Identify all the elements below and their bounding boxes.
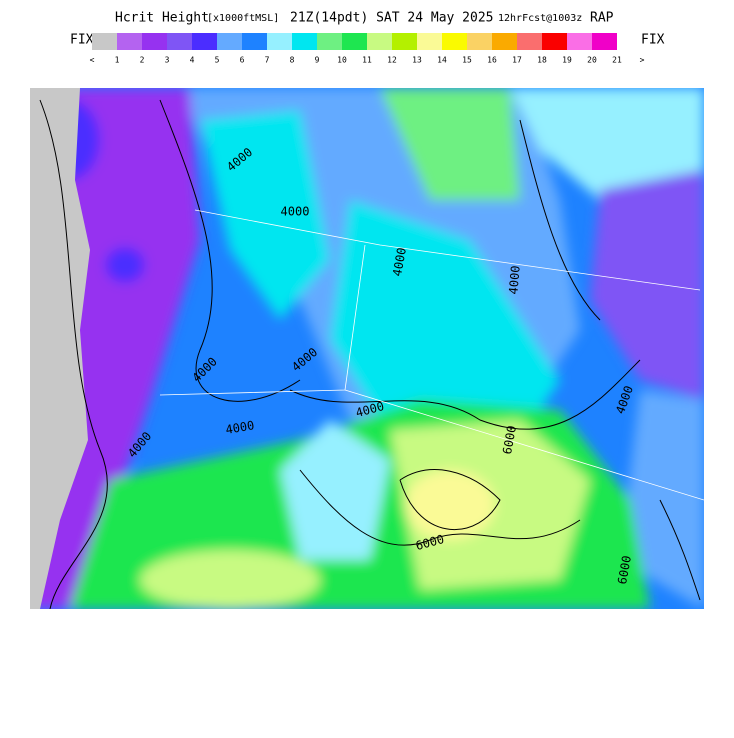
legend-label: 16 — [487, 56, 497, 65]
legend-swatch — [392, 33, 417, 50]
legend-label: 12 — [387, 56, 397, 65]
legend-label: 19 — [562, 56, 572, 65]
legend-label: 20 — [587, 56, 597, 65]
legend-swatch — [292, 33, 317, 50]
legend-label: 18 — [537, 56, 547, 65]
legend-swatch — [467, 33, 492, 50]
legend-label: 11 — [362, 56, 372, 65]
legend-label: 21 — [612, 56, 622, 65]
legend-label: 8 — [290, 56, 295, 65]
legend-swatch — [567, 33, 592, 50]
legend-swatch — [267, 33, 292, 50]
contour-label: 4000 — [224, 418, 255, 437]
legend-swatch — [367, 33, 392, 50]
legend-swatch — [517, 33, 542, 50]
legend-swatch — [592, 33, 617, 50]
model: RAP — [590, 11, 614, 26]
legend-swatch — [542, 33, 567, 50]
legend-swatch — [167, 33, 192, 50]
legend-label: 2 — [140, 56, 145, 65]
contour-label: 4000 — [390, 246, 409, 277]
legend-swatch — [117, 33, 142, 50]
legend-label: 1 — [115, 56, 120, 65]
legend-label: < — [90, 56, 95, 65]
legend-swatch — [217, 33, 242, 50]
color-legend: <1 2 3 4 5 6 7 8 9 10 11 12 13 14 15 16 17 18 19 20 21 > — [90, 33, 645, 65]
legend-swatch — [142, 33, 167, 50]
legend-label: > — [640, 56, 645, 65]
legend-label: 13 — [412, 56, 422, 65]
legend-label: 7 — [265, 56, 270, 65]
legend-left: FIX — [70, 33, 94, 48]
legend-swatch — [442, 33, 467, 50]
title: Hcrit Height — [115, 11, 209, 26]
legend-label: 9 — [315, 56, 320, 65]
forecast: 12hrFcst@1003z — [498, 13, 582, 24]
units: [x1000ftMSL] — [207, 13, 279, 24]
legend-swatch — [417, 33, 442, 50]
legend-right: FIX — [641, 33, 665, 48]
legend-label: 17 — [512, 56, 522, 65]
legend-label: 4 — [190, 56, 195, 65]
legend-swatch — [342, 33, 367, 50]
contour-label: 6000 — [500, 424, 519, 455]
legend-label: 6 — [240, 56, 245, 65]
valid-time: 21Z(14pdt) SAT 24 May 2025 — [290, 11, 494, 26]
contour-label: 6000 — [615, 554, 634, 585]
legend-swatch — [92, 33, 117, 50]
legend-label: 10 — [337, 56, 347, 65]
legend-swatch — [492, 33, 517, 50]
legend-swatch — [242, 33, 267, 50]
legend-label: 15 — [462, 56, 472, 65]
legend-swatch — [317, 33, 342, 50]
legend-label: 3 — [165, 56, 170, 65]
legend-label: 14 — [437, 56, 447, 65]
legend-label: 5 — [215, 56, 220, 65]
contour-label: 4000 — [506, 265, 522, 295]
contour-label: 4000 — [281, 205, 310, 219]
legend-swatch — [192, 33, 217, 50]
